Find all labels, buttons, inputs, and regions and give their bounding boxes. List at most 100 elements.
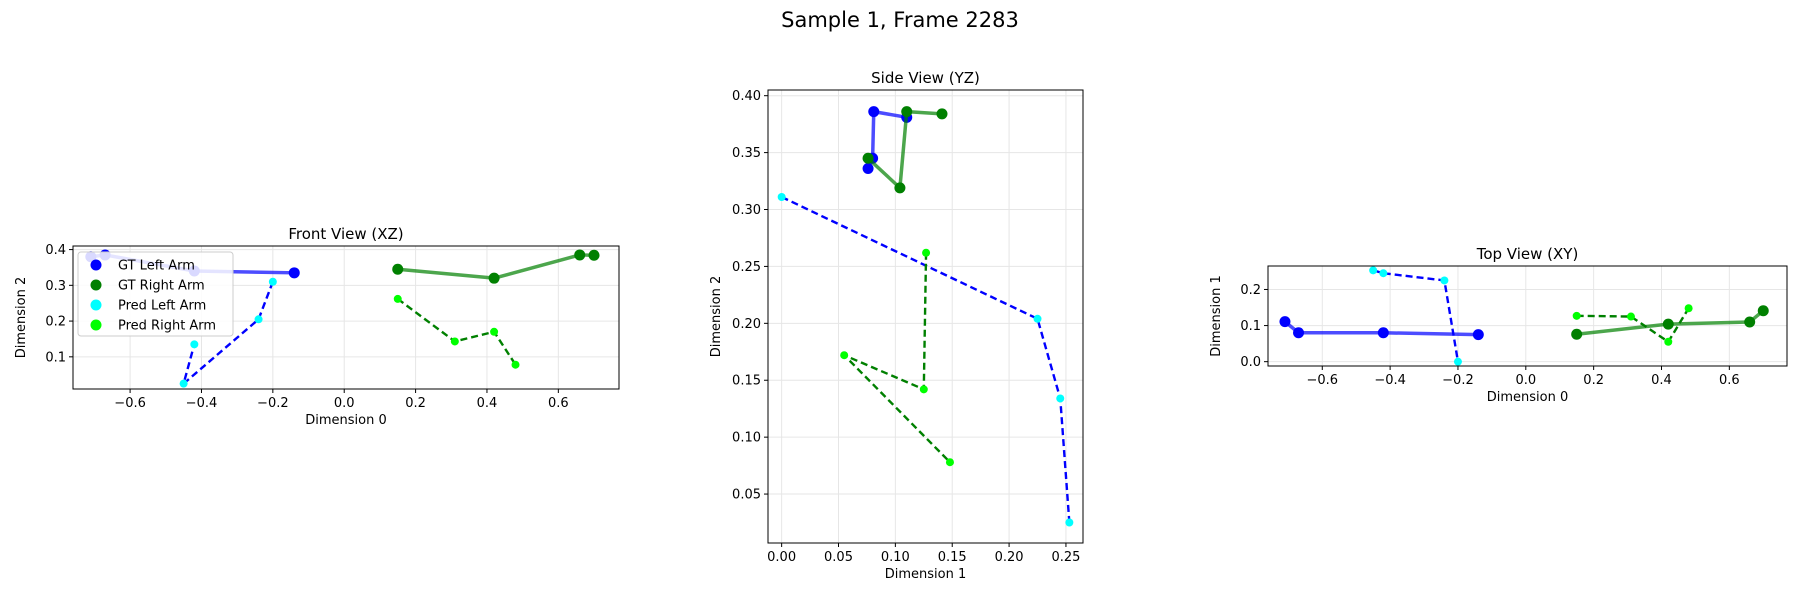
gt-left-arm-line — [1283, 320, 1479, 337]
gt-right-arm-point — [901, 106, 913, 118]
y-tick-label: 0.2 — [1240, 283, 1261, 298]
pred-left-arm-point — [777, 192, 786, 201]
gt-right-arm-line — [1576, 309, 1765, 336]
gt-right-arm-point — [936, 108, 948, 120]
pred-right-arm-point — [945, 458, 954, 467]
x-tick-label: 0.25 — [1051, 550, 1080, 565]
x-tick-label: 0.6 — [1719, 373, 1740, 388]
gt-right-arm-point — [1744, 316, 1756, 328]
gt-left-arm-line — [866, 109, 908, 170]
pred-right-arm-point — [1664, 337, 1673, 346]
gt-right-arm-point — [1757, 305, 1769, 317]
x-tick-label: −0.6 — [114, 396, 146, 411]
axes-frame — [1267, 265, 1788, 367]
pred-right-arm-point — [450, 337, 459, 346]
gt-right-arm-point — [488, 272, 500, 284]
gt-right-arm-point — [1662, 318, 1674, 330]
x-tick-label: −0.4 — [186, 396, 218, 411]
pred-right-arm-point — [511, 360, 520, 369]
x-tick-label: 0.00 — [767, 550, 796, 565]
pred-right-arm-point — [840, 351, 849, 360]
legend-box — [77, 251, 234, 337]
gt-left-arm-point — [1279, 316, 1291, 328]
x-tick-label: 0.0 — [334, 396, 355, 411]
legend-label: Pred Right Arm — [118, 319, 216, 334]
pred-right-arm-point — [490, 327, 499, 336]
side-view-yz-panel: 0.00 0.05 0.10 0.15 0.20 0.25 0.05 0.10 0.15 0.20… — [709, 69, 1084, 582]
legend-label: Pred Left Arm — [118, 299, 206, 314]
gt-right-arm-line — [397, 253, 595, 280]
pred-left-arm-point — [1440, 276, 1449, 285]
pred-right-arm-line — [842, 252, 951, 464]
legend-label: GT Right Arm — [118, 279, 205, 294]
pred-right-arm-point — [1626, 312, 1635, 321]
y-tick-label: 0.3 — [45, 279, 66, 294]
y-tick-label: 0.4 — [45, 243, 66, 258]
x-tick-label: 0.4 — [1651, 373, 1672, 388]
panel-title: Front View (XZ) — [288, 225, 403, 243]
legend-marker — [90, 319, 102, 331]
gt-left-arm-point — [1293, 327, 1305, 339]
figure-title: Sample 1, Frame 2283 — [781, 8, 1019, 32]
pred-left-arm-point — [1369, 266, 1378, 275]
x-tick-label: −0.2 — [257, 396, 289, 411]
pred-left-arm-point — [1033, 314, 1042, 323]
x-axis-label: Dimension 0 — [1487, 390, 1569, 405]
gt-left-arm-point — [1472, 329, 1484, 341]
y-tick-label: 0.25 — [732, 260, 761, 275]
pred-left-arm-point — [1056, 394, 1065, 403]
legend-marker — [90, 279, 102, 291]
legend-label: GT Left Arm — [118, 259, 195, 274]
x-tick-label: 0.0 — [1515, 373, 1536, 388]
y-tick-label: 0.35 — [732, 146, 761, 161]
pred-right-arm-line — [397, 297, 517, 366]
gt-right-arm-point — [588, 249, 600, 261]
y-axis-label: Dimension 2 — [709, 276, 724, 358]
x-axis-label: Dimension 1 — [885, 567, 967, 582]
x-tick-label: −0.2 — [1442, 373, 1474, 388]
pred-left-arm-point — [1065, 518, 1074, 527]
panel-title: Side View (YZ) — [871, 69, 980, 87]
y-tick-label: 0.1 — [45, 350, 66, 365]
pred-left-arm-line — [182, 281, 274, 385]
axes-frame — [767, 89, 1084, 544]
gt-left-arm-point — [862, 163, 874, 175]
y-tick-label: 0.30 — [732, 203, 761, 218]
x-tick-label: 0.15 — [938, 550, 967, 565]
legend-marker — [90, 259, 102, 271]
gt-right-arm-point — [574, 249, 586, 261]
y-tick-label: 0.40 — [732, 89, 761, 104]
y-axis-label: Dimension 2 — [14, 277, 29, 359]
pred-left-arm-point — [190, 340, 199, 349]
pred-left-arm-point — [1453, 357, 1462, 366]
y-tick-label: 0.15 — [732, 374, 761, 389]
legend: GT Left Arm GT Right Arm Pred Left Arm Pred… — [77, 251, 234, 337]
pred-right-arm-point — [1572, 311, 1581, 320]
x-tick-label: 0.2 — [1583, 373, 1604, 388]
pred-left-arm-point — [179, 379, 188, 388]
x-axis-label: Dimension 0 — [305, 413, 387, 428]
pred-right-arm-point — [922, 248, 931, 257]
y-tick-label: 0.1 — [1240, 319, 1261, 334]
axes-frame — [72, 245, 620, 390]
pred-right-arm-point — [393, 294, 402, 303]
x-tick-label: 0.6 — [548, 396, 569, 411]
y-tick-label: 0.05 — [732, 488, 761, 503]
x-tick-label: 0.4 — [477, 396, 498, 411]
y-tick-label: 0.20 — [732, 317, 761, 332]
x-tick-label: 0.20 — [995, 550, 1024, 565]
pred-right-arm-point — [919, 385, 928, 394]
gt-right-arm-line — [866, 109, 943, 190]
gt-right-arm-point — [862, 152, 874, 164]
gt-right-arm-point — [392, 263, 404, 275]
pred-left-arm-point — [254, 315, 263, 324]
pred-left-arm-line — [781, 195, 1071, 523]
gt-left-arm-point — [868, 106, 880, 118]
legend-marker — [90, 299, 102, 311]
pred-left-arm-line — [1372, 269, 1460, 362]
front-view-xz-panel: −0.6 −0.4 −0.2 0.0 0.2 0.4 0.6 0.1 0.2 0.3 0.4 Fron… — [14, 225, 620, 428]
x-tick-label: −0.4 — [1374, 373, 1406, 388]
x-tick-label: 0.10 — [881, 550, 910, 565]
gt-right-arm-point — [1571, 328, 1583, 340]
